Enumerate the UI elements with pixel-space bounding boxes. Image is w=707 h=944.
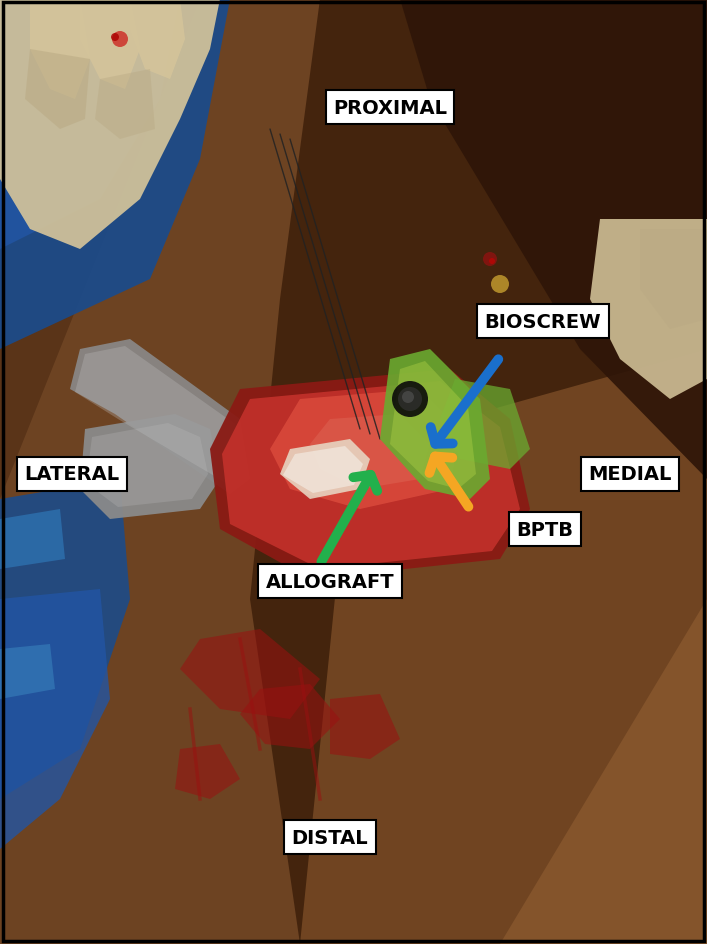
Polygon shape <box>0 480 130 800</box>
Polygon shape <box>390 362 476 490</box>
Polygon shape <box>25 50 90 130</box>
Polygon shape <box>210 370 530 580</box>
Text: MEDIAL: MEDIAL <box>588 465 672 484</box>
Circle shape <box>489 259 495 264</box>
Polygon shape <box>30 0 90 100</box>
Polygon shape <box>240 684 340 750</box>
Polygon shape <box>310 414 430 490</box>
Circle shape <box>491 276 509 294</box>
Text: BIOSCREW: BIOSCREW <box>485 312 602 331</box>
Polygon shape <box>330 694 400 759</box>
Polygon shape <box>80 0 140 90</box>
Polygon shape <box>175 744 240 800</box>
Polygon shape <box>280 440 370 499</box>
Circle shape <box>398 388 422 412</box>
Polygon shape <box>180 630 320 719</box>
Polygon shape <box>250 0 707 944</box>
Circle shape <box>112 32 128 48</box>
Polygon shape <box>283 447 363 494</box>
Polygon shape <box>130 0 185 80</box>
Polygon shape <box>222 381 520 569</box>
Polygon shape <box>86 424 208 508</box>
Polygon shape <box>640 229 707 329</box>
Polygon shape <box>590 220 707 399</box>
Polygon shape <box>70 340 250 495</box>
Polygon shape <box>380 349 490 499</box>
Text: DISTAL: DISTAL <box>292 828 368 847</box>
Circle shape <box>392 381 428 417</box>
Text: LATERAL: LATERAL <box>25 465 119 484</box>
Text: PROXIMAL: PROXIMAL <box>333 98 447 117</box>
Circle shape <box>402 392 414 404</box>
Polygon shape <box>400 0 707 480</box>
Circle shape <box>483 253 497 267</box>
Polygon shape <box>270 390 460 510</box>
Polygon shape <box>0 0 180 250</box>
Polygon shape <box>0 645 55 700</box>
Text: ALLOGRAFT: ALLOGRAFT <box>266 572 395 591</box>
Polygon shape <box>80 414 220 519</box>
Polygon shape <box>300 349 707 944</box>
Text: BPTB: BPTB <box>517 520 573 539</box>
Polygon shape <box>75 346 242 484</box>
Polygon shape <box>0 510 65 569</box>
Polygon shape <box>95 70 155 140</box>
Polygon shape <box>0 0 230 349</box>
Polygon shape <box>440 379 530 469</box>
Polygon shape <box>0 589 110 849</box>
Polygon shape <box>0 0 220 250</box>
Circle shape <box>111 34 119 42</box>
